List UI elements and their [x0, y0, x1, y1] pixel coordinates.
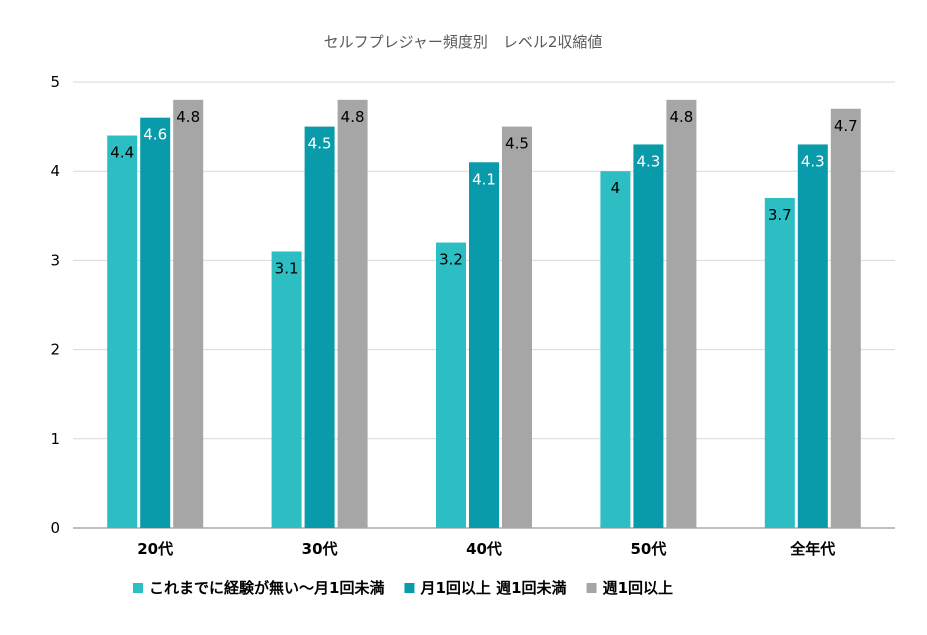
x-tick-label: 50代: [630, 540, 666, 558]
data-labels: 4.4 4.6 4.8 3.1 4.5 4.8 3.2 4.1 4.5 4 4.3 4.8 3.7 4.3…: [110, 108, 857, 278]
data-label: 3.7: [768, 206, 792, 224]
y-tick-label: 3: [50, 251, 60, 269]
bar: [140, 117, 171, 529]
legend-label: これまでに経験が無い～月1回未満: [149, 579, 384, 597]
bar: [764, 197, 795, 528]
data-label: 4.6: [143, 126, 167, 144]
data-label: 4.8: [176, 108, 200, 126]
y-tick-label: 0: [50, 519, 60, 537]
y-tick-label: 1: [50, 430, 60, 448]
legend-label: 週1回以上: [603, 579, 673, 597]
y-tick-label: 2: [50, 341, 60, 359]
x-tick-label: 30代: [302, 540, 338, 558]
bar: [436, 242, 466, 528]
y-axis-ticks: 0 1 2 3 4 5: [50, 73, 60, 537]
data-label: 4.7: [834, 117, 858, 135]
data-label: 4.3: [636, 152, 660, 170]
bar: [830, 108, 861, 528]
x-axis-ticks: 20代 30代 40代 50代 全年代: [137, 540, 835, 558]
x-tick-label: 40代: [466, 540, 502, 558]
legend-swatch: [404, 583, 415, 593]
x-tick-label: 20代: [137, 540, 173, 558]
bar: [271, 251, 302, 529]
legend-swatch: [133, 583, 143, 593]
data-label: 4: [611, 179, 621, 197]
bar: [633, 144, 664, 528]
legend: これまでに経験が無い～月1回未満 月1回以上 週1回未満 週1回以上: [133, 579, 673, 597]
chart-title: セルフプレジャー頻度別 レベル2収縮値: [324, 33, 603, 51]
data-label: 4.5: [308, 135, 332, 153]
x-tick-label: 全年代: [789, 540, 835, 558]
data-label: 4.5: [505, 135, 529, 153]
data-label: 4.8: [341, 108, 365, 126]
bar: [600, 171, 631, 528]
bar: [502, 126, 532, 528]
data-label: 3.2: [439, 251, 463, 269]
data-label: 4.8: [669, 108, 693, 126]
bar: [666, 99, 697, 528]
bar: [337, 99, 368, 528]
data-label: 4.1: [472, 170, 496, 188]
y-tick-label: 4: [50, 162, 60, 180]
data-label: 4.4: [110, 144, 134, 162]
legend-swatch: [586, 583, 597, 593]
data-label: 4.3: [801, 152, 825, 170]
y-tick-label: 5: [50, 73, 60, 91]
bar: [797, 144, 828, 528]
bar: [304, 126, 335, 528]
bars: [107, 99, 861, 529]
legend-label: 月1回以上 週1回未満: [419, 579, 566, 597]
data-label: 3.1: [275, 259, 299, 277]
bar: [469, 162, 499, 528]
bar: [173, 99, 204, 528]
bar: [107, 135, 138, 528]
